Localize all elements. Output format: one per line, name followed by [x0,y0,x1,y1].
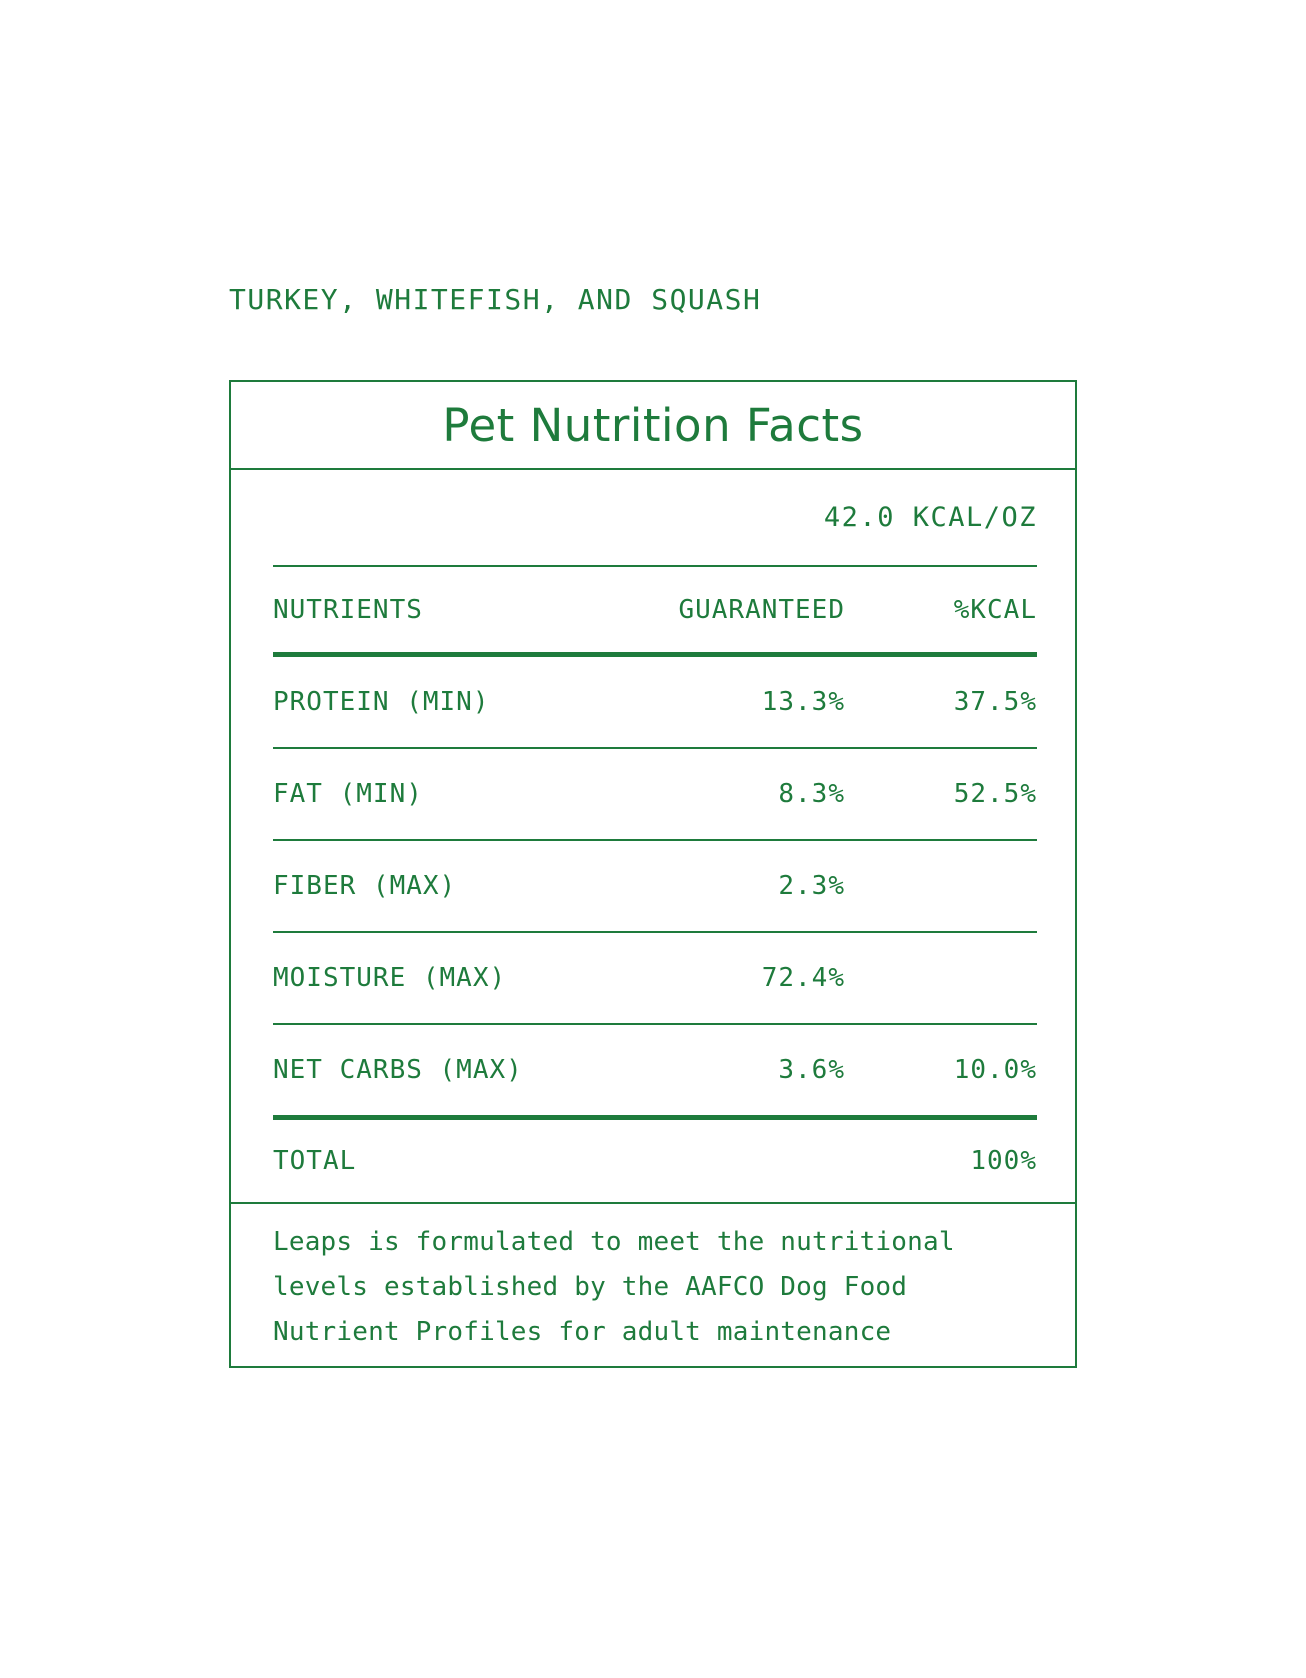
divider-thin [273,747,1037,749]
table-row-total: TOTAL 100% [273,1120,1037,1202]
total-label: TOTAL [273,1146,357,1176]
guaranteed-value: 72.4% [761,963,845,993]
panel-body: 42.0 KCAL/OZ NUTRIENTS GUARANTEED %KCAL … [231,470,1075,1202]
nutrition-facts-panel: Pet Nutrition Facts 42.0 KCAL/OZ NUTRIEN… [229,380,1077,1368]
table-row-moisture: MOISTURE (MAX) 72.4% [273,933,1037,1023]
nutrient-name: FIBER (MAX) [273,871,457,901]
kcal-value: 37.5% [953,687,1037,717]
column-header-kcal: %KCAL [953,594,1037,625]
nutrient-name: FAT (MIN) [273,779,423,809]
divider-thin [273,931,1037,933]
panel-title: Pet Nutrition Facts [231,382,1075,470]
guaranteed-value: 2.3% [778,871,845,901]
nutrient-name: PROTEIN (MIN) [273,687,490,717]
divider-thick [273,1115,1037,1120]
column-header-nutrients: NUTRIENTS [273,594,423,625]
column-header-guaranteed: GUARANTEED [678,594,845,625]
total-value: 100% [970,1146,1037,1176]
aafco-statement: Leaps is formulated to meet the nutritio… [273,1227,955,1347]
column-header-row: NUTRIENTS GUARANTEED %KCAL [273,567,1037,652]
nutrient-name: NET CARBS (MAX) [273,1055,523,1085]
guaranteed-value: 3.6% [778,1055,845,1085]
table-row-fiber: FIBER (MAX) 2.3% [273,841,1037,931]
panel-footer: Leaps is formulated to meet the nutritio… [231,1202,1075,1366]
table-row-fat: FAT (MIN) 8.3% 52.5% [273,749,1037,839]
divider-thin [273,565,1037,567]
divider-thin [273,839,1037,841]
guaranteed-value: 8.3% [778,779,845,809]
kcal-value: 10.0% [953,1055,1037,1085]
calorie-content: 42.0 KCAL/OZ [823,502,1037,533]
product-name: TURKEY, WHITEFISH, AND SQUASH [229,283,762,316]
table-row-net-carbs: NET CARBS (MAX) 3.6% 10.0% [273,1025,1037,1115]
divider-thick [273,652,1037,657]
guaranteed-value: 13.3% [761,687,845,717]
kcal-value: 52.5% [953,779,1037,809]
divider-thin [273,1023,1037,1025]
table-row-protein: PROTEIN (MIN) 13.3% 37.5% [273,657,1037,747]
nutrient-name: MOISTURE (MAX) [273,963,507,993]
